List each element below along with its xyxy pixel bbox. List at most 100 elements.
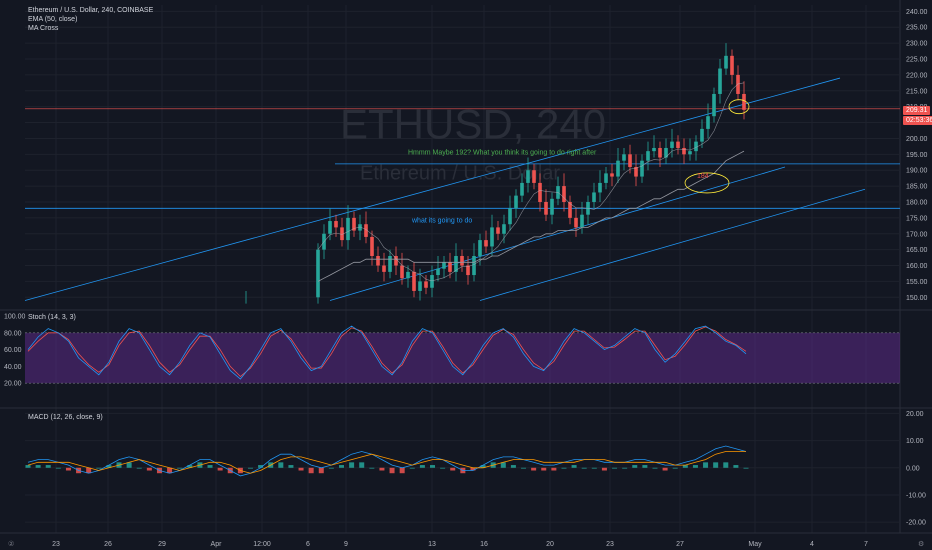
- candle-body: [604, 173, 608, 183]
- macd-histogram-bar: [106, 465, 112, 468]
- symbol-title[interactable]: Ethereum / U.S. Dollar, 240, COINBASE: [28, 7, 154, 14]
- candle-body: [358, 224, 362, 231]
- macd-histogram-bar: [682, 465, 688, 468]
- macd-histogram-bar: [419, 465, 425, 468]
- macd-tick-label: -10.00: [906, 492, 926, 499]
- candle-body: [670, 141, 674, 148]
- price-tick-label: 185.00: [906, 184, 928, 191]
- candle-body: [418, 281, 422, 291]
- candle-body: [616, 160, 620, 177]
- candle-body: [622, 154, 626, 161]
- candle-body: [460, 255, 464, 266]
- macd-histogram-bar: [167, 467, 173, 474]
- ma-cross-legend[interactable]: MA Cross: [28, 25, 59, 32]
- macd-histogram-bar: [642, 465, 648, 468]
- candle-body: [610, 173, 614, 177]
- candle-body: [388, 255, 392, 272]
- macd-histogram-bar: [652, 467, 658, 469]
- candle-body: [346, 217, 350, 241]
- timezone-icon[interactable]: ②: [8, 541, 15, 548]
- macd-histogram-bar: [601, 467, 607, 471]
- price-tick-label: 225.00: [906, 57, 928, 64]
- candle-body: [550, 198, 554, 215]
- candle-body: [412, 271, 416, 291]
- candle-body: [562, 186, 566, 202]
- macd-histogram-bar: [500, 462, 506, 468]
- price-tick-label: 235.00: [906, 25, 928, 32]
- candle-body: [652, 147, 656, 152]
- candle-body: [568, 201, 572, 218]
- macd-histogram-bar: [581, 467, 587, 469]
- macd-histogram-bar: [612, 467, 618, 469]
- x-tick-label: Apr: [211, 541, 223, 548]
- candle-body: [682, 147, 686, 155]
- x-tick-label: 4: [810, 541, 814, 548]
- x-tick-label: 29: [158, 541, 166, 548]
- price-tick-label: 160.00: [906, 263, 928, 270]
- settings-gear-icon[interactable]: ⚙: [918, 541, 925, 548]
- candle-body: [436, 268, 440, 276]
- macd-histogram-bar: [298, 467, 304, 471]
- countdown-label: 02:53:36: [903, 116, 932, 125]
- macd-histogram-bar: [359, 462, 365, 468]
- macd-signal-line: [27, 451, 746, 474]
- macd-histogram-bar: [55, 467, 61, 469]
- macd-histogram-bar: [470, 467, 476, 471]
- macd-histogram-bar: [399, 467, 405, 474]
- candle-body: [340, 227, 344, 241]
- price-tick-label: 215.00: [906, 88, 928, 95]
- upper-channel-line: [24, 77, 841, 301]
- candle-body: [466, 265, 470, 276]
- macd-histogram-bar: [86, 467, 92, 474]
- x-tick-label: 20: [546, 541, 554, 548]
- macd-histogram-bar: [692, 465, 698, 468]
- macd-histogram-bar: [338, 465, 344, 468]
- macd-histogram-bar: [187, 465, 193, 468]
- x-tick-label: 23: [606, 541, 614, 548]
- lower-channel-line: [479, 188, 866, 301]
- stoch-label[interactable]: Stoch (14, 3, 3): [28, 314, 76, 321]
- candle-body: [598, 182, 602, 193]
- candle-body: [640, 160, 644, 177]
- candle-body: [694, 141, 698, 152]
- candle-body: [634, 167, 638, 177]
- price-tick-label: 220.00: [906, 72, 928, 79]
- macd-histogram-bar: [510, 465, 516, 468]
- macd-histogram-bar: [409, 467, 415, 469]
- price-tick-label: 195.00: [906, 152, 928, 159]
- x-tick-label: 13: [428, 541, 436, 548]
- macd-histogram-bar: [389, 467, 395, 474]
- macd-histogram-bar: [308, 467, 314, 474]
- macd-label[interactable]: MACD (12, 26, close, 9): [28, 414, 103, 421]
- stoch-tick-label: 60.00: [4, 347, 22, 354]
- macd-histogram-bar: [430, 465, 436, 468]
- candle-body: [514, 195, 518, 209]
- macd-histogram-bar: [258, 465, 264, 468]
- candle-body: [430, 275, 434, 288]
- candle-body: [508, 208, 512, 225]
- stoch-d-line: [27, 326, 747, 378]
- candle-body: [736, 74, 740, 94]
- price-tick-label: 190.00: [906, 168, 928, 175]
- candle-body: [472, 255, 476, 276]
- annotation-maybe-192: Hmmm Maybe 192? What you think its going…: [408, 149, 597, 156]
- ema-legend[interactable]: EMA (50, close): [28, 16, 78, 23]
- candle-body: [490, 227, 494, 247]
- macd-histogram-bar: [521, 467, 527, 469]
- macd-histogram-bar: [733, 465, 739, 468]
- macd-histogram-bar: [440, 467, 446, 469]
- candle-body: [478, 240, 482, 256]
- ema-line: [317, 150, 745, 282]
- x-tick-label: 27: [676, 541, 684, 548]
- macd-histogram-bar: [136, 467, 142, 469]
- candle-body: [484, 240, 488, 247]
- stoch-band: [25, 332, 900, 384]
- candle-body: [400, 265, 404, 279]
- candle-body: [352, 217, 356, 231]
- candle-body: [406, 271, 410, 279]
- macd-histogram-bar: [217, 467, 223, 471]
- macd-histogram-bar: [531, 467, 537, 471]
- x-tick-label: 26: [104, 541, 112, 548]
- price-tick-label: 170.00: [906, 231, 928, 238]
